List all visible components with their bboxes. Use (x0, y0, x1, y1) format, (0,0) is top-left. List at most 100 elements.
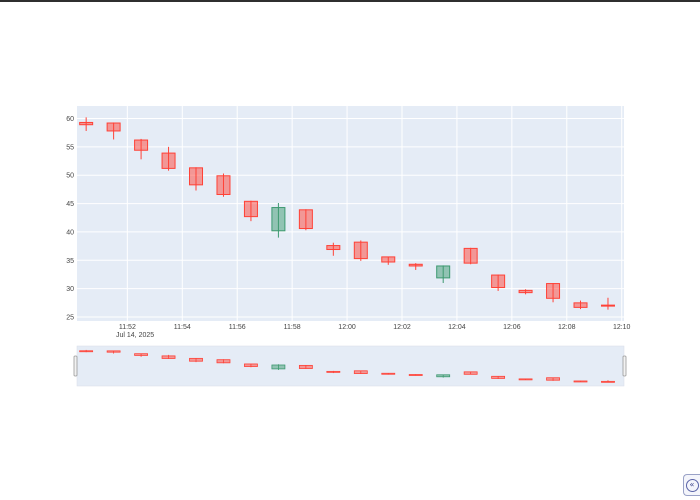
x-tick-label: 11:52 (119, 324, 136, 331)
candle-body (134, 139, 149, 151)
y-tick-label: 45 (66, 201, 74, 208)
candle-decreasing[interactable] (189, 167, 204, 191)
y-tick-labels: 25 30 35 40 45 50 55 60 (66, 116, 74, 322)
mini-candle (573, 380, 588, 383)
y-tick-label: 35 (66, 258, 74, 265)
mini-candle-body (463, 371, 478, 375)
mini-candle-body (244, 363, 258, 367)
candle-body (381, 256, 396, 263)
candle-increasing[interactable] (271, 203, 286, 238)
mini-candle-body (436, 374, 451, 378)
mini-candle-body (601, 380, 615, 383)
candle-decreasing[interactable] (381, 256, 396, 265)
mini-candle (106, 350, 121, 354)
y-tick-label: 60 (66, 116, 74, 123)
mini-candle-body (271, 364, 286, 370)
mini-candle-body (161, 355, 176, 359)
candle-decreasing[interactable] (408, 263, 423, 270)
range-slider-background (76, 345, 625, 387)
x-tick-label: 12:02 (393, 324, 411, 331)
candle-decreasing[interactable] (161, 146, 176, 171)
y-tick-label: 55 (66, 144, 74, 151)
mini-candle (79, 349, 94, 353)
mini-candle (326, 370, 341, 374)
candle-decreasing[interactable] (216, 173, 231, 197)
mini-candle-body (216, 359, 231, 364)
candle-body (106, 122, 121, 132)
range-slider[interactable] (73, 345, 627, 387)
candle-decreasing[interactable] (491, 274, 506, 291)
candle-body (463, 247, 478, 264)
range-slider-left-handle[interactable] (73, 355, 78, 377)
range-slider-candles (79, 349, 615, 383)
x-tick-label: 12:00 (338, 324, 356, 331)
collapse-panel-button[interactable]: « (683, 474, 700, 496)
mini-candle-body (546, 377, 560, 381)
mini-candle (161, 354, 176, 359)
y-tick-label: 30 (66, 286, 74, 293)
mini-candle (189, 357, 203, 363)
x-gridlines (126, 106, 623, 321)
mini-candle (381, 372, 396, 375)
mini-candle-body (353, 370, 368, 374)
mini-candle-body (298, 364, 313, 369)
candle-decreasing[interactable] (353, 240, 368, 261)
mini-candle-body (381, 372, 396, 375)
candle-body (161, 152, 176, 169)
candle-body (573, 302, 588, 308)
candle-decreasing[interactable] (600, 297, 615, 310)
candle-decreasing[interactable] (106, 122, 121, 140)
x-tick-label: 11:58 (284, 324, 301, 331)
candle-body (326, 245, 341, 251)
mini-candle (271, 364, 286, 371)
mini-candle (491, 375, 506, 379)
x-tick-labels: 11:52 11:54 11:56 11:58 12:00 12:02 12:04 12:06… (119, 324, 631, 331)
candle-body (600, 304, 615, 307)
mini-candle (436, 374, 451, 378)
mini-candle (244, 363, 258, 368)
mini-candle (601, 380, 615, 383)
mini-candle (298, 364, 313, 369)
candle-decreasing[interactable] (298, 209, 313, 231)
candle-decreasing[interactable] (463, 247, 478, 265)
y-gridlines (77, 117, 624, 318)
range-slider-right-handle[interactable] (622, 355, 627, 377)
x-tick-label: 12:04 (448, 324, 466, 331)
y-tick-label: 50 (66, 173, 74, 180)
y-tick-label: 40 (66, 229, 74, 236)
mini-candle-body (189, 357, 203, 362)
mini-candle (546, 377, 560, 381)
candle-body (189, 167, 204, 186)
candle-decreasing[interactable] (134, 138, 149, 160)
candle-decreasing[interactable] (79, 117, 94, 131)
mini-candle-body (134, 353, 148, 356)
mini-candle-body (106, 350, 121, 353)
x-tick-label: 12:06 (503, 324, 521, 331)
candle-decreasing[interactable] (518, 289, 533, 295)
mini-candle-body (518, 378, 533, 381)
window-top-border (0, 0, 700, 2)
candles (79, 117, 615, 310)
candle-decreasing[interactable] (573, 300, 588, 310)
x-date-label: Jul 14, 2025 (116, 332, 154, 339)
mini-candle (216, 359, 231, 364)
candle-decreasing[interactable] (326, 242, 341, 256)
candle-increasing[interactable] (436, 265, 451, 283)
candle-decreasing[interactable] (243, 200, 258, 222)
mini-candle (134, 353, 148, 357)
candle-body (546, 283, 561, 299)
mini-candle-body (408, 374, 423, 376)
mini-candle-body (573, 380, 588, 383)
x-tick-label: 11:54 (174, 324, 191, 331)
candle-body (518, 289, 533, 294)
double-chevron-left-icon: « (685, 478, 699, 492)
candle-body (491, 274, 506, 289)
mini-candle (408, 374, 423, 376)
mini-candle-body (326, 370, 341, 373)
mini-candle (353, 370, 368, 374)
y-tick-label: 25 (66, 315, 74, 322)
candle-body (79, 121, 94, 126)
candle-body (298, 209, 313, 230)
candle-decreasing[interactable] (546, 282, 561, 303)
